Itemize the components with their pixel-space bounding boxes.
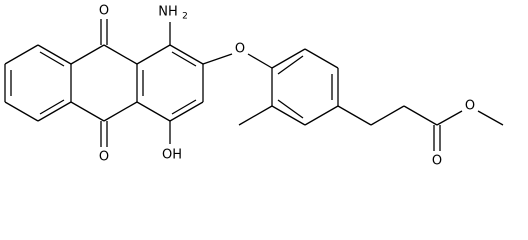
atom-label: O bbox=[432, 154, 442, 169]
structure-diagram: O NH 2 O OH O O O bbox=[4, 4, 504, 169]
atom-label: O bbox=[99, 4, 109, 19]
atom-label: O bbox=[99, 150, 109, 165]
atom-subscript: 2 bbox=[182, 12, 188, 22]
atom-label: NH bbox=[158, 5, 178, 20]
atom-label: O bbox=[465, 99, 475, 114]
bonds bbox=[4, 19, 504, 151]
atom-labels: O NH 2 O OH O O O bbox=[99, 4, 475, 169]
atom-label: OH bbox=[162, 148, 182, 163]
atom-label: O bbox=[235, 42, 245, 57]
